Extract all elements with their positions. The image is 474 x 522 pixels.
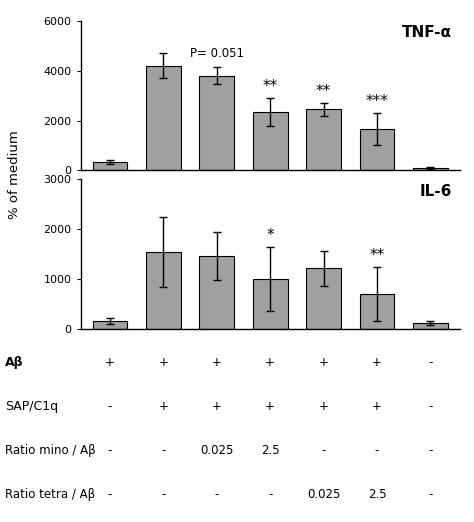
Text: Ratio tetra / Aβ: Ratio tetra / Aβ (5, 488, 95, 501)
Bar (92, 322, 128, 329)
Text: +: + (158, 356, 168, 369)
Text: SAP/C1q: SAP/C1q (5, 400, 58, 413)
Text: 0.025: 0.025 (307, 488, 340, 501)
Text: +: + (265, 400, 275, 413)
Bar (306, 109, 341, 170)
Bar (92, 162, 128, 170)
Bar (413, 168, 448, 170)
Text: **: ** (263, 79, 278, 94)
Text: -: - (161, 444, 165, 457)
Text: 0.025: 0.025 (200, 444, 234, 457)
Text: +: + (319, 356, 328, 369)
Text: *: * (266, 228, 274, 243)
Text: +: + (372, 400, 382, 413)
Text: -: - (428, 400, 433, 413)
Text: -: - (108, 400, 112, 413)
Text: -: - (108, 444, 112, 457)
Text: % of medium: % of medium (8, 130, 21, 219)
Bar (146, 252, 181, 329)
Bar (146, 66, 181, 170)
Text: 2.5: 2.5 (368, 488, 386, 501)
Text: -: - (321, 444, 326, 457)
Text: -: - (108, 488, 112, 501)
Bar (200, 256, 234, 329)
Text: Aβ: Aβ (5, 356, 23, 369)
Bar (200, 76, 234, 170)
Text: -: - (161, 488, 165, 501)
Text: -: - (428, 488, 433, 501)
Text: ***: *** (365, 94, 388, 109)
Text: -: - (428, 444, 433, 457)
Bar (306, 268, 341, 329)
Text: IL-6: IL-6 (420, 184, 452, 199)
Text: +: + (372, 356, 382, 369)
Text: TNF-α: TNF-α (402, 26, 452, 40)
Text: -: - (375, 444, 379, 457)
Text: Ratio mino / Aβ: Ratio mino / Aβ (5, 444, 95, 457)
Text: -: - (428, 356, 433, 369)
Text: +: + (212, 356, 222, 369)
Bar (360, 129, 394, 170)
Text: +: + (212, 400, 222, 413)
Text: **: ** (369, 248, 384, 263)
Text: +: + (105, 356, 115, 369)
Text: P= 0.051: P= 0.051 (190, 46, 244, 60)
Bar (253, 112, 288, 170)
Text: -: - (215, 488, 219, 501)
Text: +: + (158, 400, 168, 413)
Text: **: ** (316, 85, 331, 99)
Text: -: - (268, 488, 273, 501)
Bar (413, 323, 448, 329)
Bar (253, 279, 288, 329)
Text: +: + (265, 356, 275, 369)
Text: +: + (319, 400, 328, 413)
Bar (360, 294, 394, 329)
Text: 2.5: 2.5 (261, 444, 280, 457)
